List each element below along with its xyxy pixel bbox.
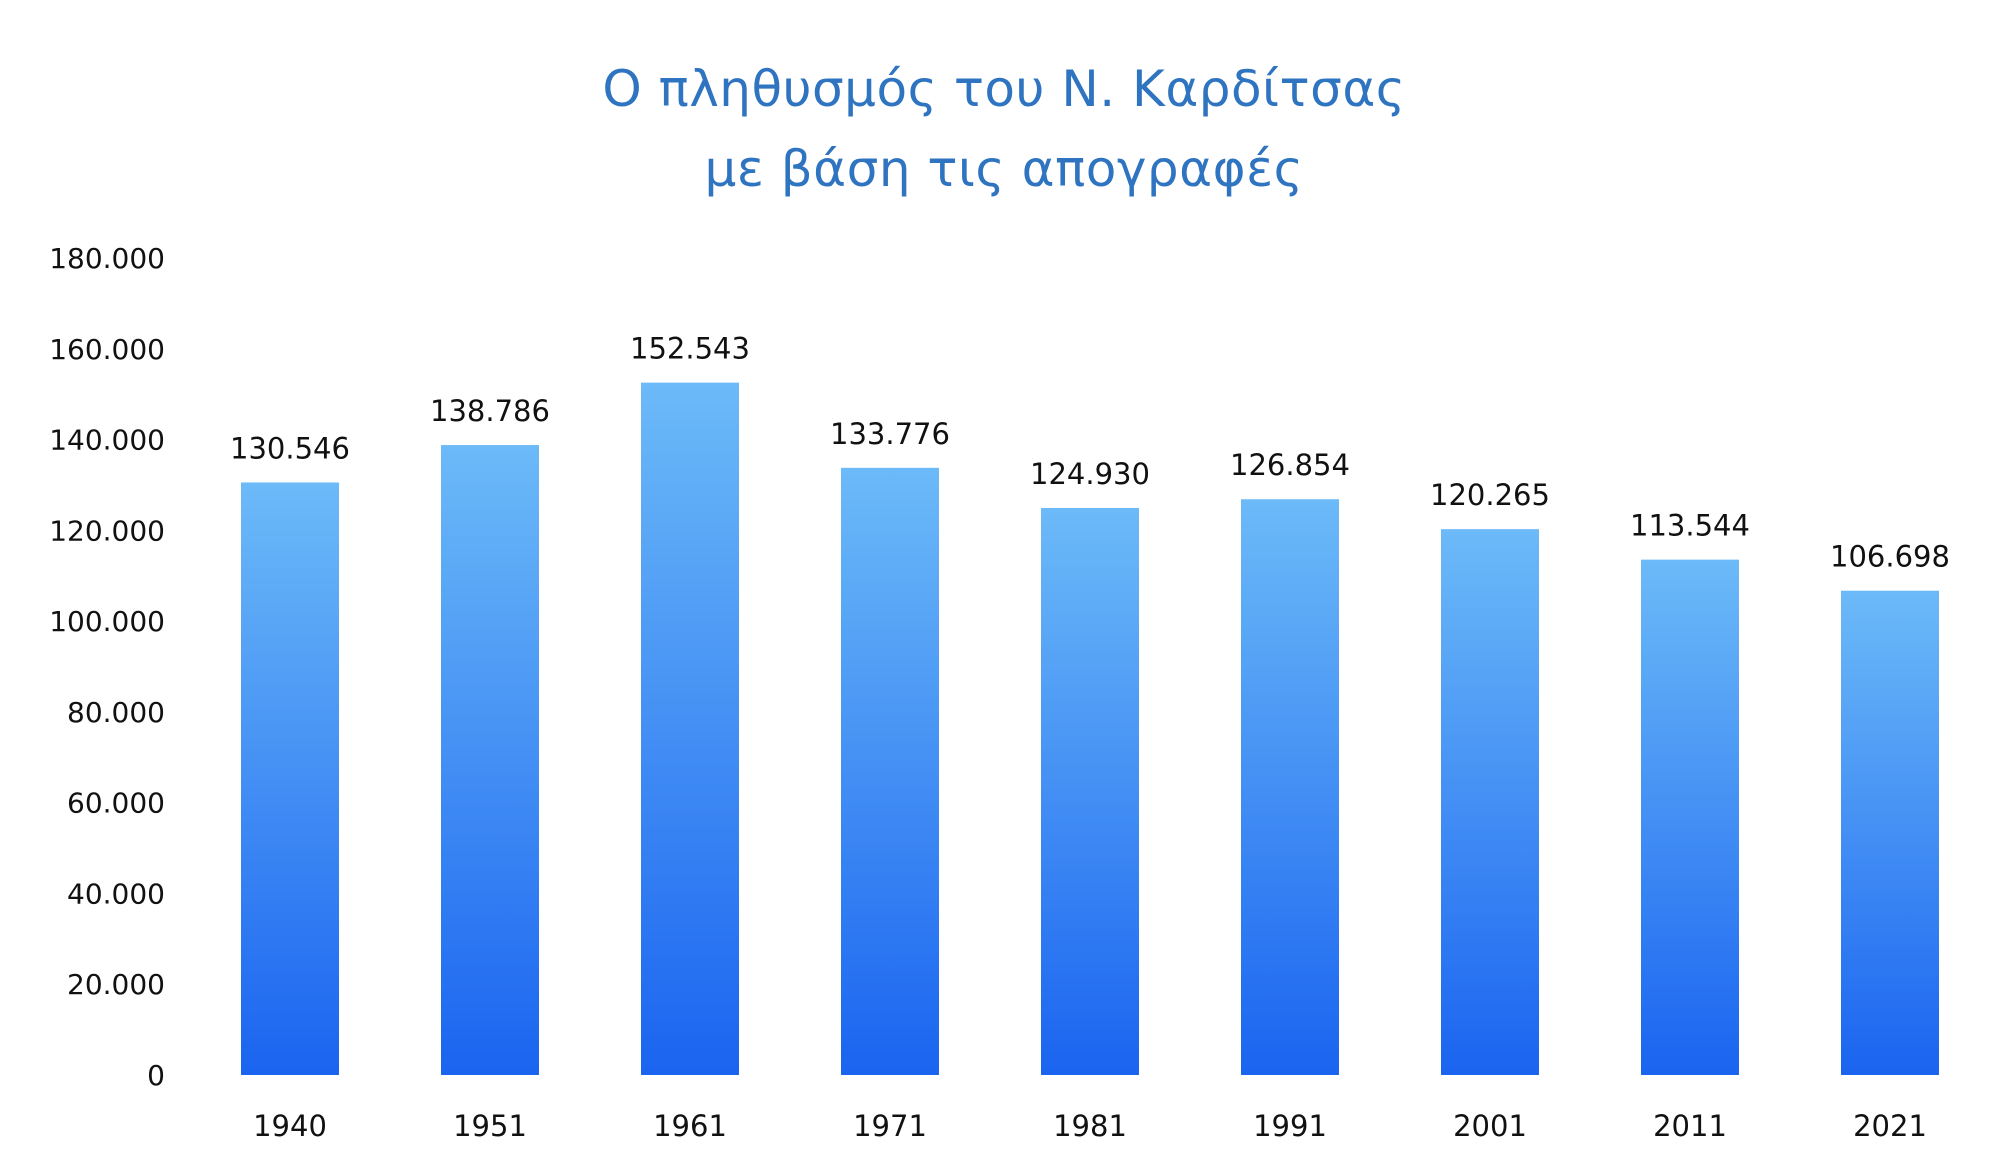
data-label-2011: 113.544	[1630, 509, 1750, 543]
y-axis: 0 20.000 40.000 60.000 80.000 100.000 120.000 1…	[49, 242, 165, 1092]
y-tick-label: 140.000	[49, 424, 165, 457]
y-tick-label: 60.000	[67, 787, 165, 820]
x-tick-label: 2021	[1853, 1109, 1927, 1143]
data-label-1940: 130.546	[230, 431, 350, 465]
x-tick-label: 1940	[253, 1109, 327, 1143]
data-label-2021: 106.698	[1830, 540, 1950, 574]
x-tick-label: 1971	[853, 1109, 927, 1143]
x-axis: 1940 1951 1961 1971 1981 1991 2001 2011 2021	[253, 1109, 1927, 1143]
x-tick-label: 1961	[653, 1109, 727, 1143]
x-tick-label: 2001	[1453, 1109, 1527, 1143]
data-labels: 130.546 138.786 152.543 133.776 124.930 126.8…	[230, 332, 1950, 574]
bar-2001	[1441, 529, 1539, 1075]
data-label-1961: 152.543	[630, 332, 750, 366]
bar-1940	[241, 482, 339, 1076]
y-tick-label: 160.000	[49, 333, 165, 366]
bars	[241, 382, 1939, 1076]
x-tick-label: 1981	[1053, 1109, 1127, 1143]
data-label-1971: 133.776	[830, 417, 950, 451]
y-tick-label: 0	[147, 1059, 165, 1092]
bar-2011	[1641, 559, 1739, 1075]
data-label-1951: 138.786	[430, 394, 550, 428]
chart-title-line-1: Ο πληθυσμός του Ν. Καρδίτσας	[602, 60, 1406, 118]
y-tick-label: 80.000	[67, 696, 165, 729]
data-label-1991: 126.854	[1230, 448, 1350, 482]
data-label-2001: 120.265	[1430, 478, 1550, 512]
y-tick-label: 40.000	[67, 877, 165, 910]
x-tick-label: 1951	[453, 1109, 527, 1143]
y-tick-label: 100.000	[49, 605, 165, 638]
bar-1951	[441, 445, 539, 1075]
x-tick-label: 1991	[1253, 1109, 1327, 1143]
y-tick-label: 180.000	[49, 242, 165, 275]
bar-1971	[841, 467, 939, 1075]
x-tick-label: 2011	[1653, 1109, 1727, 1143]
bar-1981	[1041, 507, 1139, 1075]
bar-1961	[641, 382, 739, 1075]
y-tick-label: 20.000	[67, 968, 165, 1001]
bar-2021	[1841, 590, 1939, 1075]
y-tick-label: 120.000	[49, 514, 165, 547]
bar-1991	[1241, 499, 1339, 1076]
chart-title-line-2: με βάση τις απογραφές	[704, 140, 1304, 198]
data-label-1981: 124.930	[1030, 457, 1150, 491]
